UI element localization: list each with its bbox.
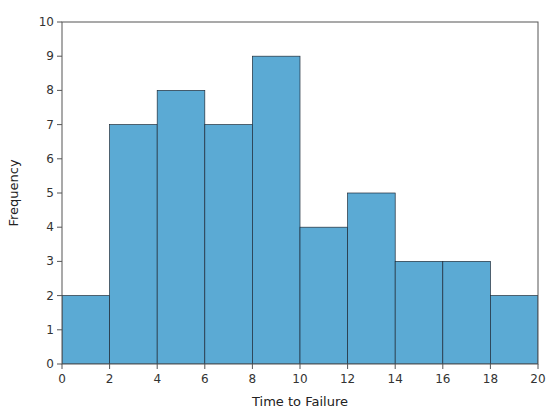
x-tick-label: 2 bbox=[106, 372, 114, 386]
y-axis-label: Frequency bbox=[6, 159, 21, 226]
y-tick bbox=[57, 90, 62, 91]
x-tick bbox=[204, 364, 205, 369]
x-axis-label: Time to Failure bbox=[251, 394, 348, 409]
y-tick bbox=[57, 329, 62, 330]
bars bbox=[62, 56, 538, 364]
x-tick bbox=[347, 364, 348, 369]
bar bbox=[205, 125, 253, 364]
y-tick bbox=[57, 22, 62, 23]
x-tick-label: 0 bbox=[58, 372, 66, 386]
y-tick-label: 9 bbox=[46, 49, 54, 63]
x-tick bbox=[62, 364, 63, 369]
x-tick bbox=[442, 364, 443, 369]
y-tick-label: 8 bbox=[46, 83, 54, 97]
y-tick bbox=[57, 193, 62, 194]
y-tick-label: 1 bbox=[46, 323, 54, 337]
x-tick-label: 18 bbox=[483, 372, 498, 386]
y-tick bbox=[57, 295, 62, 296]
y-tick bbox=[57, 227, 62, 228]
x-tick-label: 10 bbox=[292, 372, 307, 386]
x-axis: 0 2 4 6 8 10 12 14 16 18 20 bbox=[58, 364, 545, 386]
bar bbox=[110, 125, 158, 364]
y-tick-label: 0 bbox=[46, 357, 54, 371]
x-tick bbox=[252, 364, 253, 369]
plot-frame bbox=[62, 22, 538, 364]
x-tick bbox=[490, 364, 491, 369]
y-tick-label: 7 bbox=[46, 118, 54, 132]
chart-container: 02468101214161820012345678910Time to Fai… bbox=[0, 0, 560, 420]
x-tick bbox=[300, 364, 301, 369]
y-tick-label: 10 bbox=[39, 15, 54, 29]
bar bbox=[157, 90, 205, 364]
x-tick-label: 6 bbox=[201, 372, 209, 386]
x-tick-label: 20 bbox=[530, 372, 545, 386]
x-tick-label: 4 bbox=[153, 372, 161, 386]
y-tick-label: 2 bbox=[46, 289, 54, 303]
y-tick bbox=[57, 261, 62, 262]
x-tick-label: 16 bbox=[435, 372, 450, 386]
bar bbox=[300, 227, 348, 364]
y-tick bbox=[57, 124, 62, 125]
bar bbox=[348, 193, 396, 364]
y-tick-label: 5 bbox=[46, 186, 54, 200]
y-axis: 0 1 2 3 4 5 6 7 8 9 10 bbox=[39, 15, 62, 371]
y-tick bbox=[57, 364, 62, 365]
bar bbox=[443, 261, 491, 364]
x-tick bbox=[109, 364, 110, 369]
bar bbox=[490, 296, 538, 364]
bar bbox=[252, 56, 300, 364]
x-tick bbox=[395, 364, 396, 369]
x-tick-label: 14 bbox=[388, 372, 403, 386]
bar bbox=[395, 261, 443, 364]
chart: 02468101214161820012345678910Time to Fai… bbox=[0, 0, 560, 420]
y-tick bbox=[57, 56, 62, 57]
x-tick bbox=[157, 364, 158, 369]
x-tick-label: 12 bbox=[340, 372, 355, 386]
x-tick-label: 8 bbox=[249, 372, 257, 386]
x-tick bbox=[538, 364, 539, 369]
y-tick-label: 4 bbox=[46, 220, 54, 234]
bar bbox=[62, 296, 110, 364]
y-tick-label: 6 bbox=[46, 152, 54, 166]
y-tick-label: 3 bbox=[46, 254, 54, 268]
y-tick bbox=[57, 158, 62, 159]
